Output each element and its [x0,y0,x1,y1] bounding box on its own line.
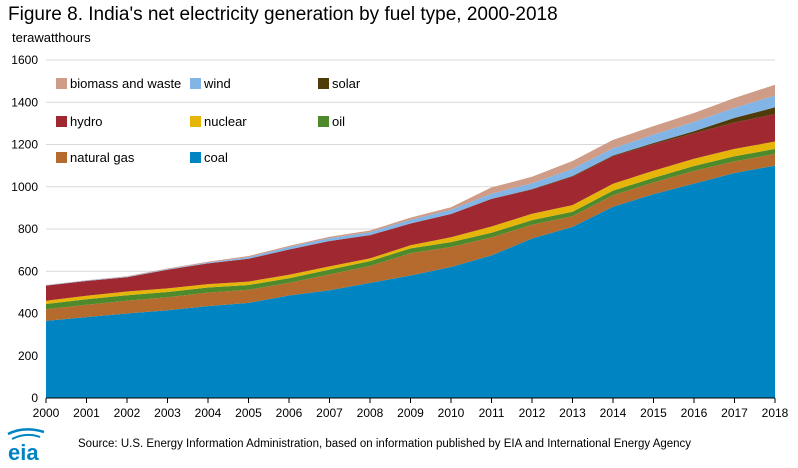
legend-item-wind: wind [190,76,231,91]
legend-label: nuclear [204,114,247,129]
axes: 0 200 400 600 800 1000 1200 1400 1600 2000 2001 200… [11,53,788,420]
legend-label: solar [332,76,361,91]
y-tick-label: 0 [31,391,38,405]
y-tick-label: 800 [18,222,38,236]
legend: biomass and waste wind solar hydro nuclear oi… [56,76,361,165]
y-axis-unit-label: terawatthours [12,30,91,45]
x-tick-label: 2010 [438,406,465,420]
y-tick-label: 1400 [11,95,38,109]
source-note: Source: U.S. Energy Information Administ… [78,438,692,450]
legend-label: wind [203,76,231,91]
x-tick-label: 2018 [762,406,789,420]
y-tick-label: 1000 [11,180,38,194]
x-tick-label: 2015 [640,406,667,420]
series-areas [46,84,775,398]
x-tick-label: 2004 [195,406,222,420]
legend-swatch [190,78,201,89]
x-tick-label: 2016 [681,406,708,420]
area-oil [46,148,775,310]
eia-logo: eia [7,428,45,465]
chart-title: Figure 8. India's net electricity genera… [8,4,558,25]
legend-label: coal [204,150,228,165]
legend-label: hydro [70,114,103,129]
legend-item-solar: solar [318,76,361,91]
legend-item-hydro: hydro [56,114,103,129]
y-tick-label: 600 [18,264,38,278]
x-tick-label: 2011 [479,406,505,420]
area-coal [46,165,775,398]
x-tick-label: 2014 [600,406,627,420]
legend-label: oil [332,114,345,129]
legend-swatch [318,116,329,127]
legend-label: biomass and waste [70,76,181,91]
legend-swatch [56,116,67,127]
eia-logo-text: eia [8,440,39,465]
x-tick-label: 2006 [276,406,303,420]
legend-swatch [56,152,67,163]
legend-item-natural-gas: natural gas [56,150,135,165]
legend-swatch [318,78,329,89]
x-tick-label: 2012 [519,406,546,420]
x-tick-label: 2001 [73,406,100,420]
legend-swatch [190,116,201,127]
y-tick-label: 400 [18,307,38,321]
x-tick-label: 2003 [154,406,181,420]
y-tick-label: 1600 [11,53,38,67]
legend-item-biomass-and-waste: biomass and waste [56,76,181,91]
x-tick-label: 2013 [559,406,586,420]
x-tick-label: 2008 [357,406,384,420]
x-tick-label: 2002 [114,406,141,420]
legend-swatch [190,152,201,163]
area-hydro [46,114,775,301]
legend-item-coal: coal [190,150,228,165]
legend-swatch [56,78,67,89]
x-tick-label: 2000 [33,406,60,420]
legend-item-oil: oil [318,114,345,129]
legend-item-nuclear: nuclear [190,114,247,129]
area-nuclear [46,141,775,304]
x-tick-label: 2007 [316,406,343,420]
area-natural-gas [46,154,775,321]
legend-label: natural gas [70,150,135,165]
x-tick-label: 2009 [397,406,424,420]
y-tick-label: 200 [18,349,38,363]
y-tick-label: 1200 [11,138,38,152]
x-tick-label: 2005 [235,406,262,420]
x-tick-label: 2017 [721,406,748,420]
